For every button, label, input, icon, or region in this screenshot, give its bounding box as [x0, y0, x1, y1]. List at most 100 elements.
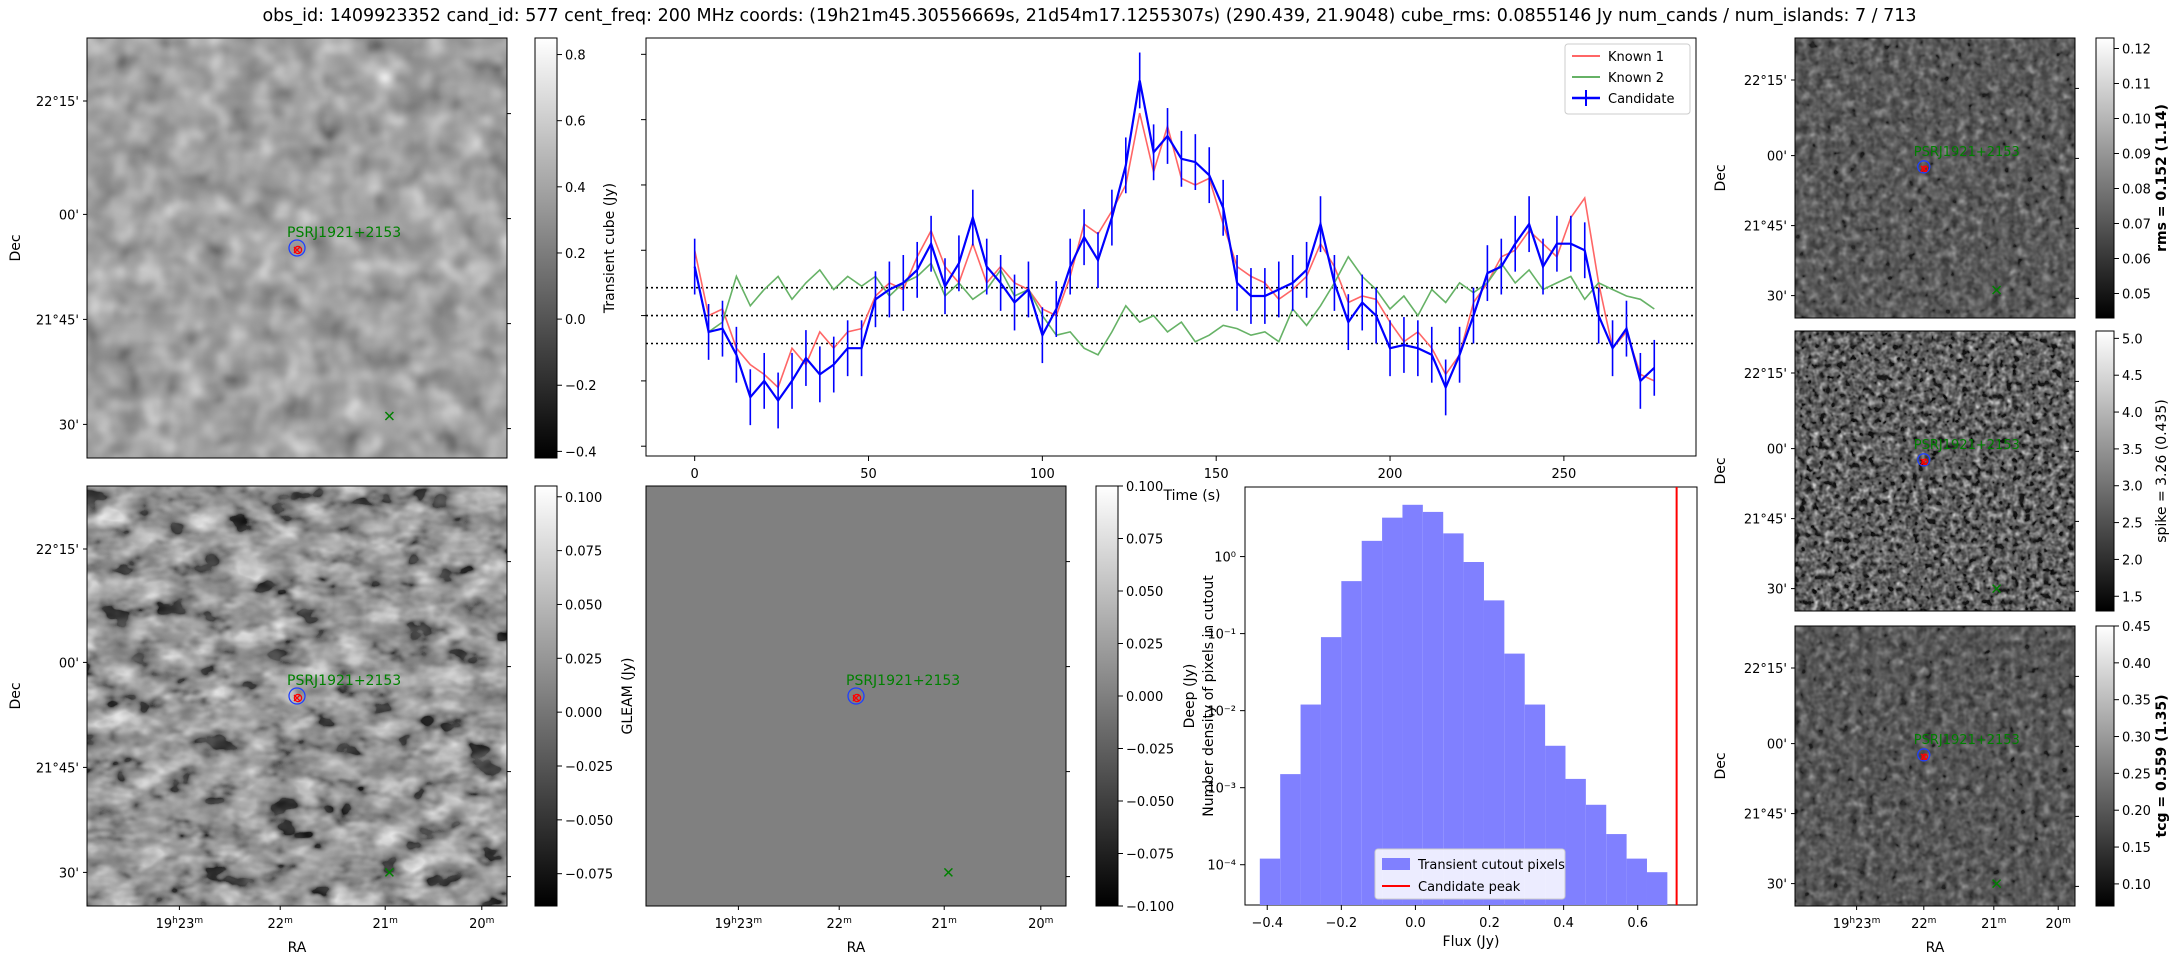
- tcg-colorbar-tick-label: 0.30: [2122, 731, 2151, 746]
- transient-colorbar-tick-label: 0.4: [565, 181, 586, 196]
- histogram-bar: [1504, 653, 1525, 905]
- spike-colorbar-tick-label: 5.0: [2122, 332, 2143, 347]
- rms-colorbar-gradient: [2095, 37, 2115, 319]
- tcg-candidate-circle: [1921, 753, 1929, 761]
- histogram-bar: [1320, 637, 1342, 905]
- spike-known-source-cross: [1992, 584, 2002, 594]
- rms-image: [1795, 38, 2075, 318]
- figure-title: obs_id: 1409923352 cand_id: 577 cent_fre…: [262, 6, 1917, 26]
- spike-image: [1795, 331, 2075, 611]
- tcg-known-source-cross: [1992, 879, 2002, 889]
- spike-image-panel: [1794, 330, 2076, 612]
- rms-image-frame: [1794, 37, 2076, 319]
- histogram-bar: [1422, 511, 1444, 905]
- transient-dec-label: Dec: [8, 234, 24, 261]
- tcg-dec-tick-label: 00': [1767, 738, 1787, 753]
- rms-colorbar: 0.12 0.11 0.10 0.09 0.08 0.07 0.06 0.05: [2095, 37, 2151, 319]
- histogram-bar: [1646, 872, 1668, 905]
- lightcurve-x-tick-label: 200: [1378, 467, 1403, 482]
- histogram-plot: −0.4 −0.2 0.0 0.2 0.4 0.610⁻⁴10⁻³10⁻²10⁻¹10⁰ …: [1201, 486, 1698, 950]
- deep-ra-tick-label: 20m: [469, 916, 494, 932]
- deep-image-panel: [86, 485, 508, 907]
- gleam-colorbar-tick-label: −0.100: [1126, 900, 1174, 915]
- histogram-bar: [1585, 804, 1607, 905]
- lightcurve-x-tick-label: 150: [1204, 467, 1229, 482]
- histogram-layer: −0.4 −0.2 0.0 0.2 0.4 0.6 10⁻⁴ 10⁻³ 10⁻² 10⁻¹ 10⁰: [1207, 487, 1678, 931]
- legend-hist-swatch: [1382, 858, 1410, 870]
- tcg-image-frame: [1794, 625, 2076, 907]
- deep-image: [87, 486, 507, 906]
- deep-source-circle: [288, 687, 306, 705]
- rms-colorbar-tick-label: 0.12: [2122, 43, 2151, 58]
- deep-ra-tick-label: 21m: [373, 916, 398, 932]
- transient-source-circle: [288, 239, 306, 257]
- histogram-x-tick-label: 0.6: [1627, 916, 1648, 931]
- histogram-bars-group: [1259, 487, 1678, 905]
- tcg-colorbar-gradient: [2095, 625, 2115, 907]
- spike-colorbar-tick-label: 1.5: [2122, 590, 2143, 605]
- lightcurve-frame: [645, 37, 1697, 457]
- deep-candidate-cross: [293, 694, 301, 702]
- histogram-bar: [1443, 533, 1464, 905]
- transient-colorbar-tick-label: −0.2: [565, 379, 597, 394]
- rms-dec-tick-label: 00': [1767, 150, 1787, 165]
- deep-colorbar-tick-label: 0.050: [565, 598, 602, 613]
- histogram-legend-box: [1374, 848, 1566, 900]
- lightcurve-xlabel: Time (s): [1163, 488, 1221, 504]
- lightcurve-x-tick-label: 100: [1030, 467, 1055, 482]
- histogram-bar: [1361, 540, 1383, 905]
- spike-colorbar-gradient: [2095, 330, 2115, 612]
- tcg-source-label: PSRJ1921+2153: [1914, 733, 2020, 748]
- tcg-colorbar-tick-label: 0.20: [2122, 804, 2151, 819]
- rms-dec-tick-label: 22°15': [1744, 74, 1787, 89]
- rms-dec-label: Dec: [1713, 164, 1729, 191]
- spike-dec-label: Dec: [1713, 457, 1729, 484]
- transient-dec-tick-label: 21°45': [36, 313, 79, 328]
- tcg-colorbar-tick-label: 0.25: [2122, 767, 2151, 782]
- tcg-source-circle: [1917, 748, 1931, 762]
- gleam-ra-label: RA: [847, 940, 866, 956]
- tcg-ra-label: RA: [1926, 940, 1945, 956]
- histogram-bar: [1565, 778, 1586, 905]
- gleam-source-circle: [847, 687, 865, 705]
- gleam-colorbar-tick-label: −0.075: [1126, 848, 1174, 863]
- deep-colorbar-tick-label: −0.025: [565, 760, 613, 775]
- spike-colorbar-tick-label: 4.0: [2122, 406, 2143, 421]
- tcg-image-panel: [1794, 625, 2076, 907]
- deep-known-source-cross: [384, 867, 394, 877]
- histogram-y-tick-label: 10⁻⁴: [1207, 859, 1236, 874]
- legend-candidate-label: Candidate: [1608, 92, 1674, 107]
- gleam-candidate-cross: [852, 694, 860, 702]
- lightcurve-x-tick-label: 0: [691, 467, 699, 482]
- histogram-bar: [1341, 581, 1362, 905]
- deep-dec-tick-label: 21°45': [36, 761, 79, 776]
- spike-colorbar-tick-label: 2.0: [2122, 553, 2143, 568]
- tcg-ra-tick-label: 19h23m: [1833, 916, 1881, 932]
- transient-colorbar-tick-label: 0.8: [565, 49, 586, 64]
- transient-colorbar-tick-label: −0.4: [565, 445, 597, 460]
- histogram-legend: Transient cutout pixels Candidate peak: [1374, 848, 1566, 900]
- spike-colorbar-tick-label: 2.5: [2122, 517, 2143, 532]
- transient-image-frame: [86, 37, 508, 459]
- gleam-colorbar-tick-label: 0.100: [1126, 480, 1163, 495]
- deep-candidate-circle: [293, 693, 303, 703]
- gleam-colorbar-tick-label: 0.000: [1126, 690, 1163, 705]
- lightcurve-legend-box: [1564, 43, 1691, 115]
- spike-candidate-cross: [1920, 458, 1928, 466]
- tcg-colorbar-tick-label: 0.45: [2122, 620, 2151, 635]
- histogram-bar: [1463, 562, 1484, 905]
- histogram-y-tick-label: 10⁰: [1214, 551, 1236, 566]
- deep-dec-tick-label: 22°15': [36, 543, 79, 558]
- legend-known2-label: Known 2: [1608, 71, 1664, 86]
- deep-ra-label: RA: [288, 940, 307, 956]
- gleam-axis-label: GLEAM (Jy): [620, 658, 636, 735]
- deep-dec-label: Dec: [8, 682, 24, 709]
- spike-dec-tick-label: 30': [1767, 583, 1787, 598]
- lightcurve-series-candidate: [693, 80, 1656, 403]
- gleam-colorbar-tick-label: 0.075: [1126, 533, 1163, 548]
- histogram-bar: [1300, 704, 1321, 905]
- deep-colorbar-gradient: [534, 485, 558, 907]
- spike-colorbar: 5.0 4.5 4.0 3.5 3.0 2.5 2.0 1.5: [2095, 330, 2143, 612]
- tcg-dec-tick-label: 30': [1767, 878, 1787, 893]
